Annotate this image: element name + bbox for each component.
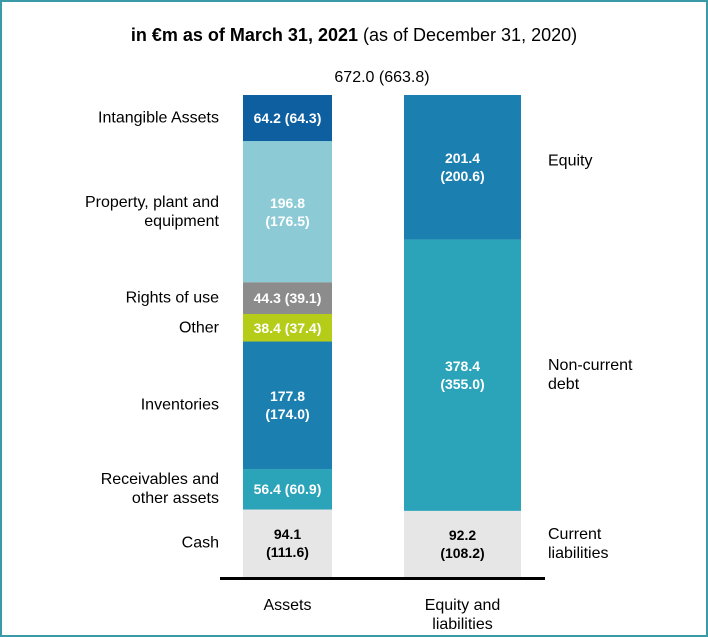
value-label: 177.8 (174.0) (265, 388, 310, 423)
bar-segment (404, 239, 521, 511)
value-label: 92.2 (108.2) (440, 526, 485, 561)
total-label: 672.0 (663.8) (334, 69, 430, 86)
segment-name: Inventories (140, 396, 219, 414)
bar-segment (243, 341, 332, 470)
segment-name: Intangible Assets (98, 109, 219, 127)
segment-name: Cash (181, 534, 219, 552)
bar-segment (404, 510, 521, 577)
segment-name: Property, plant and equipment (84, 193, 219, 230)
value-label: 56.4 (60.9) (253, 481, 322, 498)
bar-segment (243, 469, 332, 510)
bar-segment (243, 141, 332, 283)
x-tick-label: Equity and liabilities (424, 597, 501, 633)
value-label: 378.4 (355.0) (440, 358, 485, 393)
segment-name: Other (178, 319, 219, 337)
x-tick-label: Assets (263, 597, 312, 614)
bar-segment (243, 509, 332, 577)
value-label: 44.3 (39.1) (253, 290, 322, 307)
value-label: 201.4 (200.6) (440, 150, 485, 185)
value-label: 94.1 (111.6) (266, 526, 309, 561)
subtitle: (as of December 31, 2020) (363, 25, 578, 45)
value-label: 196.8 (176.5) (265, 194, 310, 229)
bar-segment (243, 282, 332, 314)
segment-name: Equity (548, 152, 593, 170)
bar-segment (404, 95, 521, 240)
title-main: in €m as of March 31, 2021 (130, 25, 358, 45)
chart-title: in €m as of March 31, 2021 (as of Decemb… (2, 26, 706, 45)
value-label: 38.4 (37.4) (253, 319, 322, 336)
segment-name: Rights of use (125, 289, 219, 307)
value-label: 64.2 (64.3) (253, 110, 322, 127)
segment-name: Current liabilities (548, 525, 609, 562)
bar-segment (243, 95, 332, 142)
segment-name: Receivables and other assets (100, 471, 219, 508)
bar-segment (243, 313, 332, 342)
segment-name: Non-current debt (548, 357, 633, 394)
